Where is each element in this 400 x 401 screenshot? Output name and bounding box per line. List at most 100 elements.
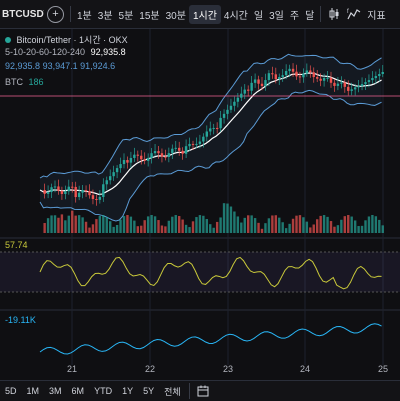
candle-body bbox=[115, 168, 119, 173]
range-1y[interactable]: 1Y bbox=[122, 386, 134, 396]
timeframe-1w[interactable]: 주 bbox=[289, 10, 300, 22]
volume-bar bbox=[95, 219, 98, 233]
volume-bar bbox=[367, 216, 371, 233]
add-symbol-icon[interactable]: + bbox=[47, 5, 64, 23]
volume-bar bbox=[343, 216, 346, 233]
timeframe-4h[interactable]: 4시간 bbox=[223, 10, 248, 22]
range-all[interactable]: 전체 bbox=[164, 386, 181, 397]
volume-label: BTC bbox=[5, 77, 23, 87]
candle-body bbox=[264, 80, 267, 87]
volume-bar bbox=[357, 226, 360, 233]
calendar-icon[interactable] bbox=[196, 384, 210, 398]
volume-bar bbox=[360, 225, 364, 233]
candle-body bbox=[74, 186, 77, 198]
indicators-icon[interactable]: f bbox=[347, 7, 361, 21]
obv-line bbox=[39, 323, 382, 355]
candle-body bbox=[153, 151, 157, 154]
bollinger-upper-line bbox=[39, 53, 382, 179]
candle-body bbox=[181, 150, 184, 154]
range-6m[interactable]: 6M bbox=[71, 386, 85, 396]
volume-bar bbox=[205, 219, 208, 233]
volume-bar bbox=[374, 216, 378, 233]
range-1m[interactable]: 1M bbox=[26, 386, 40, 396]
volume-bar bbox=[319, 215, 322, 233]
timeframe-3m[interactable]: 3분 bbox=[97, 10, 113, 22]
range-5y[interactable]: 5Y bbox=[143, 386, 155, 396]
candle-body bbox=[77, 192, 81, 198]
candle-body bbox=[378, 74, 381, 77]
candle-body bbox=[174, 147, 177, 149]
volume-bar bbox=[112, 226, 115, 233]
volume-bar bbox=[105, 216, 108, 233]
volume-bar bbox=[264, 223, 267, 233]
volume-bar bbox=[229, 206, 233, 233]
volume-bar bbox=[81, 217, 84, 233]
divider bbox=[320, 6, 322, 22]
timeframe-1h[interactable]: 1시간 bbox=[188, 4, 221, 24]
volume-bar bbox=[98, 215, 102, 233]
volume-bar bbox=[326, 216, 329, 233]
timeframe-1m[interactable]: 1분 bbox=[77, 10, 92, 22]
indicators-label[interactable]: 지표 bbox=[367, 10, 386, 22]
legend-bb-row: 92,935.8 93,947.1 91,924.6 bbox=[5, 61, 115, 71]
volume-bar bbox=[247, 215, 250, 233]
candle-body bbox=[374, 76, 378, 79]
candle-body bbox=[350, 89, 353, 91]
candle-body bbox=[357, 86, 360, 88]
candle-body bbox=[322, 78, 326, 81]
volume-bar bbox=[146, 216, 150, 233]
x-tick-label: 21 bbox=[67, 364, 77, 374]
volume-bar bbox=[250, 215, 253, 233]
volume-bar bbox=[77, 215, 81, 233]
candle-body bbox=[71, 186, 74, 188]
volume-bar bbox=[340, 219, 343, 233]
candle-body bbox=[353, 87, 357, 90]
candlestick-icon[interactable] bbox=[327, 7, 341, 21]
candle-body bbox=[278, 77, 281, 80]
legend-volume-row: BTC 186 bbox=[5, 77, 44, 87]
symbol-name[interactable]: BTCUSDT bbox=[2, 8, 44, 20]
volume-bar bbox=[298, 215, 302, 233]
candle-body bbox=[53, 186, 57, 188]
volume-bar bbox=[153, 216, 157, 233]
volume-bar bbox=[109, 221, 112, 233]
timeframe-1mo[interactable]: 달 bbox=[305, 10, 315, 22]
candle-body bbox=[267, 73, 271, 81]
volume-bar bbox=[188, 227, 191, 233]
range-3m[interactable]: 3M bbox=[49, 386, 62, 396]
candle-body bbox=[226, 109, 229, 114]
timeframe-30m[interactable]: 30분 bbox=[165, 10, 186, 22]
volume-bar bbox=[67, 215, 70, 233]
candle-body bbox=[171, 148, 174, 154]
candle-body bbox=[102, 184, 105, 197]
volume-bar bbox=[140, 225, 143, 233]
volume-bar bbox=[212, 227, 215, 233]
obv-value: -19.11K bbox=[5, 315, 36, 325]
volume-bar bbox=[50, 215, 53, 233]
volume-bar bbox=[43, 223, 46, 233]
volume-bar bbox=[57, 217, 60, 233]
volume-bar bbox=[215, 221, 219, 233]
ma-value: 92,935.8 bbox=[90, 47, 126, 57]
candle-body bbox=[157, 151, 160, 154]
range-5d[interactable]: 5D bbox=[5, 386, 17, 396]
candle-body bbox=[381, 72, 384, 75]
range-bar: 5D 1M 3M 6M YTD 1Y 5Y 전체 bbox=[0, 380, 400, 401]
volume-bar bbox=[260, 228, 264, 233]
candle-body bbox=[360, 84, 364, 87]
range-ytd[interactable]: YTD bbox=[94, 386, 113, 396]
volume-bar bbox=[257, 222, 260, 233]
volume-bar bbox=[46, 218, 50, 233]
volume-bar bbox=[174, 215, 177, 233]
volume-bar bbox=[378, 219, 381, 233]
volume-bar bbox=[236, 216, 240, 233]
price-chart[interactable]: 21 22 23 24 25 bbox=[0, 29, 400, 380]
volume-bar bbox=[284, 228, 288, 233]
timeframe-5m[interactable]: 5분 bbox=[118, 10, 134, 22]
timeframe-15m[interactable]: 15분 bbox=[139, 10, 160, 22]
candle-body bbox=[336, 83, 340, 86]
timeframe-1d[interactable]: 일 bbox=[253, 10, 264, 22]
candle-body bbox=[46, 192, 50, 194]
timeframe-3d[interactable]: 3일 bbox=[269, 10, 284, 22]
volume-bar bbox=[136, 226, 139, 233]
